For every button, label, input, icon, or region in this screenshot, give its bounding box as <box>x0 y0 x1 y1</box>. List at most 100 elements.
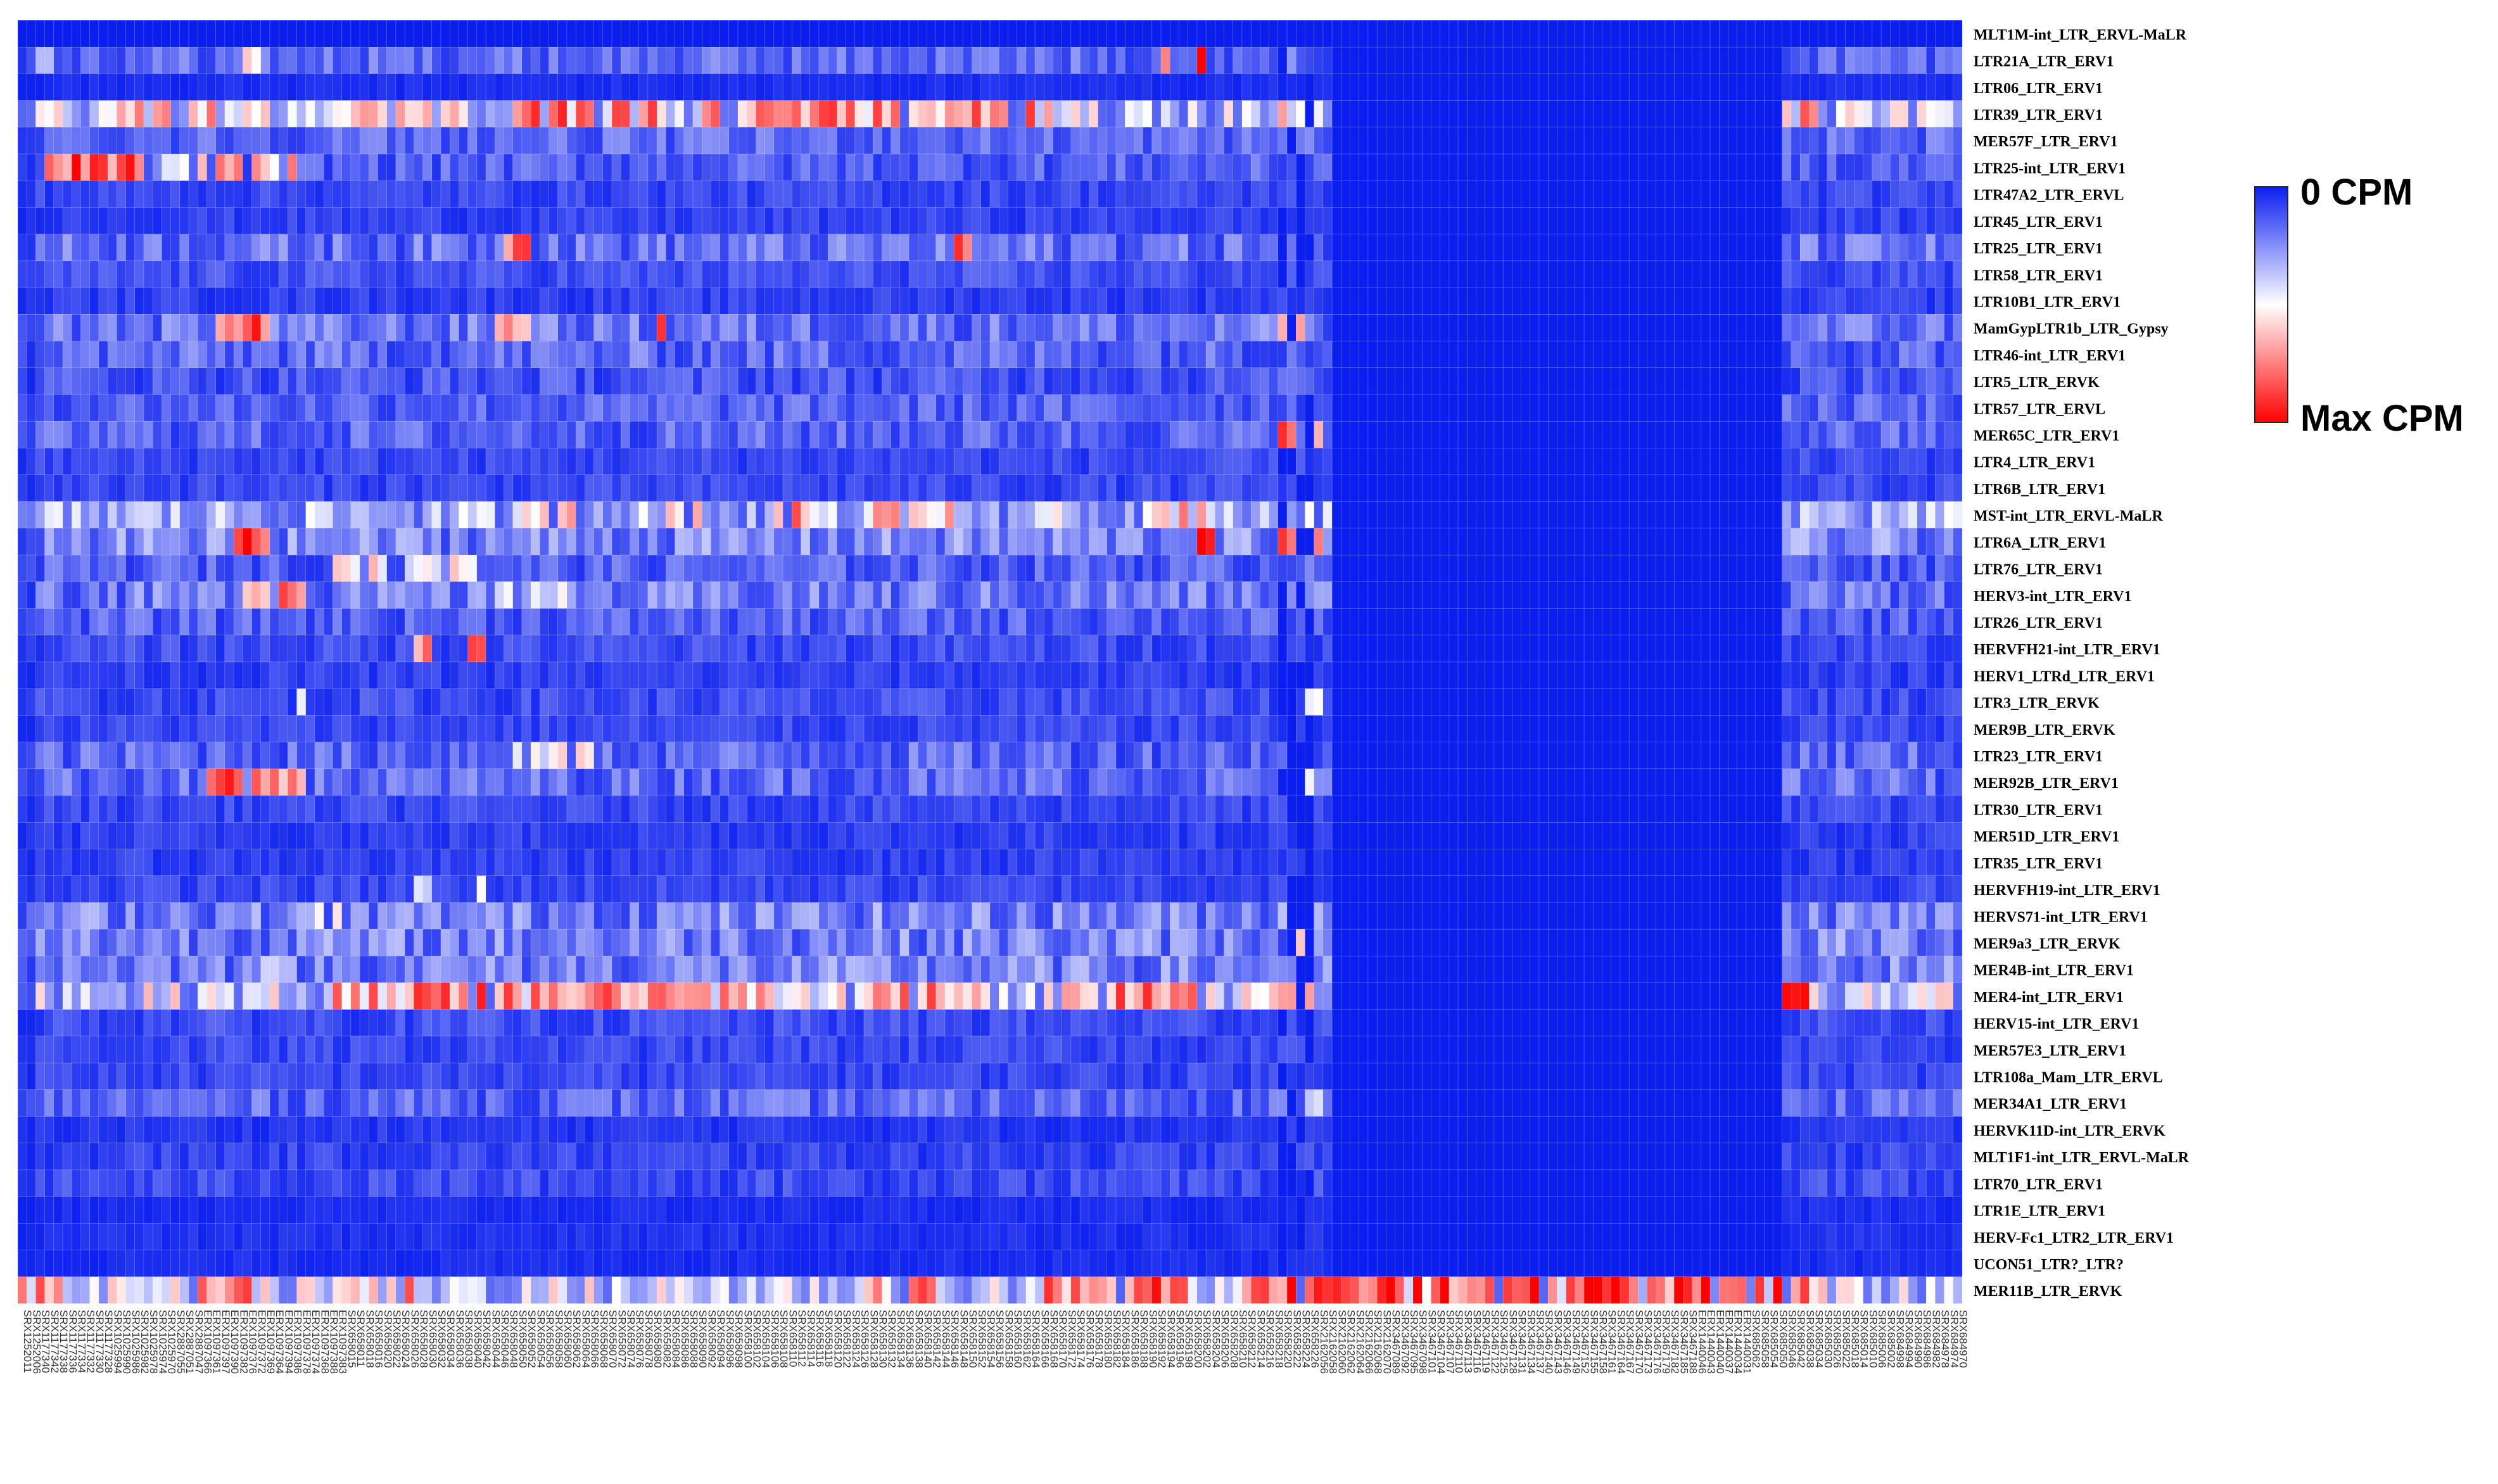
heatmap-cell <box>215 421 225 448</box>
heatmap-cell <box>1250 554 1260 582</box>
heatmap-cell <box>1953 234 1963 262</box>
heatmap-cell <box>747 260 756 288</box>
heatmap-cell <box>611 367 621 395</box>
heatmap-cell <box>377 501 388 529</box>
heatmap-cell <box>1638 421 1647 448</box>
heatmap-cell <box>1854 100 1863 128</box>
heatmap-cell <box>1079 581 1089 609</box>
heatmap-cell <box>1854 501 1863 529</box>
heatmap-cell <box>1593 127 1602 155</box>
heatmap-cell <box>1583 46 1594 74</box>
heatmap-cell <box>314 127 324 155</box>
heatmap-cell <box>512 608 523 636</box>
heatmap-cell <box>296 287 307 315</box>
heatmap-cell <box>288 314 297 341</box>
heatmap-cell <box>395 207 405 235</box>
heatmap-cell <box>1656 287 1666 315</box>
heatmap-cell <box>1890 528 1899 555</box>
heatmap-cell <box>1143 100 1153 128</box>
heatmap-cell <box>557 20 567 48</box>
heatmap-cell <box>1719 127 1728 155</box>
heatmap-cell <box>198 421 207 448</box>
heatmap-cell <box>1359 127 1369 155</box>
heatmap-cell <box>269 608 279 636</box>
heatmap-cell <box>1151 260 1162 288</box>
heatmap-cell <box>692 554 702 582</box>
heatmap-cell <box>1593 260 1602 288</box>
heatmap-cell <box>1431 20 1440 48</box>
heatmap-cell <box>1260 528 1269 555</box>
heatmap-cell <box>1692 581 1702 609</box>
heatmap-cell <box>809 46 820 74</box>
heatmap-cell <box>1683 608 1692 636</box>
heatmap-cell <box>621 153 630 181</box>
heatmap-cell <box>872 421 882 448</box>
heatmap-cell <box>323 394 333 422</box>
heatmap-cell <box>1053 287 1063 315</box>
heatmap-cell <box>44 635 54 663</box>
heatmap-cell <box>1485 287 1495 315</box>
heatmap-cell <box>80 421 91 448</box>
heatmap-cell <box>386 367 396 395</box>
heatmap-cell <box>449 73 459 101</box>
heatmap-cell <box>1286 448 1297 475</box>
heatmap-cell <box>1647 448 1657 475</box>
heatmap-cell <box>260 181 270 208</box>
heatmap-cell <box>854 20 865 48</box>
heatmap-cell <box>215 581 225 609</box>
heatmap-cell <box>62 153 72 181</box>
heatmap-cell <box>638 394 649 422</box>
heatmap-cell <box>1421 127 1431 155</box>
heatmap-cell <box>152 635 162 663</box>
heatmap-cell <box>1890 127 1899 155</box>
heatmap-cell <box>1754 528 1765 555</box>
heatmap-cell <box>35 127 45 155</box>
heatmap-cell <box>26 501 36 529</box>
heatmap-cell <box>1953 367 1963 395</box>
heatmap-cell <box>224 73 234 101</box>
heatmap-cell <box>305 341 315 369</box>
heatmap-cell <box>1583 287 1594 315</box>
heatmap-cell <box>1278 181 1288 208</box>
heatmap-cell <box>206 73 217 101</box>
heatmap-cell <box>1602 127 1612 155</box>
heatmap-cell <box>1835 528 1846 555</box>
heatmap-cell <box>1773 20 1783 48</box>
heatmap-cell <box>1530 287 1540 315</box>
heatmap-cell <box>377 287 388 315</box>
heatmap-cell <box>350 153 360 181</box>
heatmap-cell <box>972 314 982 341</box>
heatmap-cell <box>1880 608 1891 636</box>
heatmap-cell <box>1440 73 1450 101</box>
heatmap-cell <box>369 73 378 101</box>
heatmap-cell <box>801 127 811 155</box>
heatmap-cell <box>557 73 567 101</box>
heatmap-cell <box>504 100 514 128</box>
heatmap-cell <box>359 260 369 288</box>
heatmap-cell <box>422 287 433 315</box>
heatmap-cell <box>323 127 333 155</box>
heatmap-cell <box>927 207 937 235</box>
heatmap-cell <box>395 474 405 502</box>
heatmap-cell <box>575 100 585 128</box>
heatmap-cell <box>1782 554 1792 582</box>
heatmap-cell <box>1017 314 1027 341</box>
heatmap-cell <box>1917 314 1927 341</box>
heatmap-cell <box>215 20 225 48</box>
heatmap-cell <box>927 73 937 101</box>
heatmap-cell <box>1880 73 1891 101</box>
heatmap-cell <box>837 608 846 636</box>
heatmap-cell <box>683 100 694 128</box>
heatmap-cell <box>305 474 315 502</box>
heatmap-cell <box>899 314 910 341</box>
heatmap-cell <box>243 127 252 155</box>
heatmap-cell <box>998 46 1008 74</box>
heatmap-cell <box>359 341 369 369</box>
heatmap-cell <box>377 554 388 582</box>
heatmap-cell <box>621 581 630 609</box>
heatmap-cell <box>647 234 657 262</box>
heatmap-cell <box>756 528 766 555</box>
heatmap-cell <box>638 46 649 74</box>
heatmap-cell <box>143 46 153 74</box>
heatmap-cell <box>504 127 514 155</box>
